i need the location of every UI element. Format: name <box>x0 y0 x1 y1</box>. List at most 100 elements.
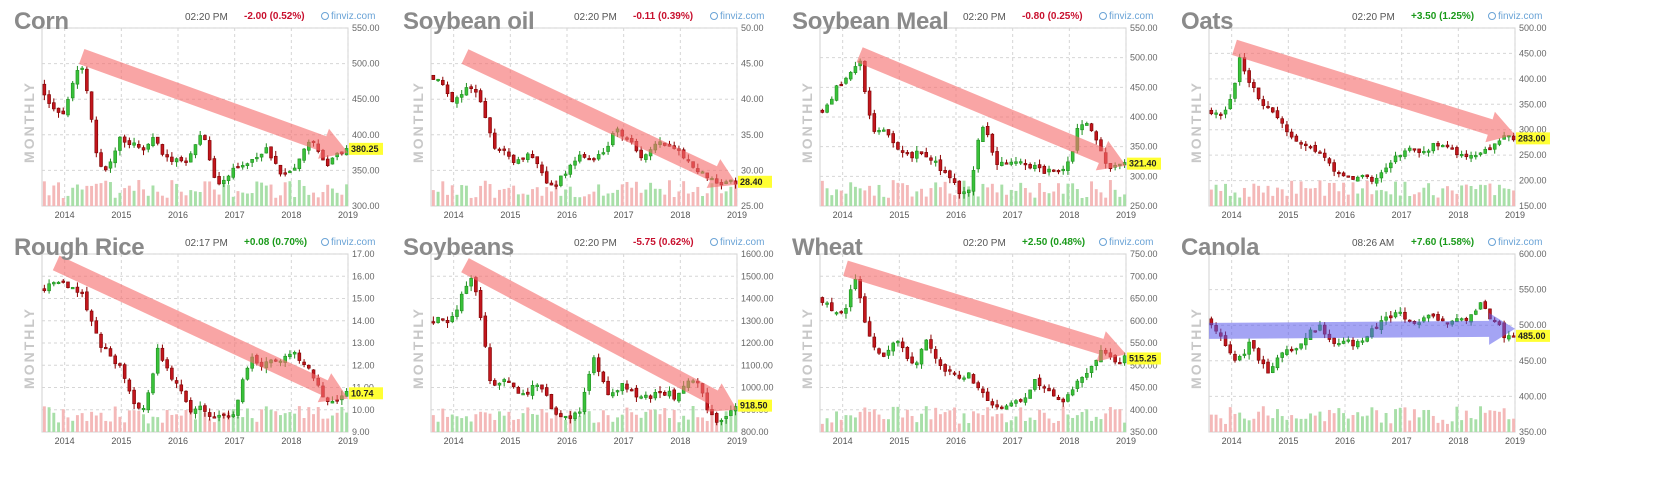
volume-bar <box>165 409 169 432</box>
period-label-text: MONTHLY <box>1188 307 1204 389</box>
candle <box>1474 155 1478 158</box>
volume-bar <box>1057 183 1060 206</box>
candle <box>52 102 56 110</box>
volume-bar <box>606 193 610 206</box>
last-price-label: 321.40 <box>1129 159 1157 169</box>
volume-bar <box>288 181 292 206</box>
volume-bar <box>1313 187 1317 206</box>
volume-bar <box>1375 410 1379 432</box>
x-tick-label: 2019 <box>338 210 358 220</box>
price-change: -2.00 (0.52%) <box>244 11 305 22</box>
candle <box>52 282 56 285</box>
volume-bar <box>1014 190 1018 206</box>
candles <box>820 58 1127 199</box>
y-tick-label: 350.00 <box>1519 427 1547 437</box>
candle <box>962 191 966 195</box>
volume-bar <box>1028 192 1032 206</box>
volume-bar <box>1228 407 1232 432</box>
candle <box>601 371 606 383</box>
source-link[interactable]: finviz.com <box>1488 11 1542 22</box>
candle <box>436 78 440 82</box>
candle <box>1440 318 1445 322</box>
volume-bar <box>217 194 221 206</box>
candle <box>549 394 554 410</box>
candle <box>203 135 207 140</box>
candle <box>1332 337 1336 344</box>
y-tick-label: 600.00 <box>1519 249 1547 259</box>
volume-bar <box>868 185 872 206</box>
candle <box>943 170 947 173</box>
x-tick-label: 2014 <box>1222 210 1242 220</box>
candle <box>848 72 853 80</box>
y-tick-label: 9.00 <box>352 427 370 437</box>
volume-bar <box>653 409 657 432</box>
candle <box>483 101 488 118</box>
volume-bar <box>1266 185 1270 206</box>
volume-bar <box>1450 190 1454 206</box>
candle <box>985 391 990 401</box>
candle <box>113 150 117 164</box>
volume-bar <box>264 406 268 432</box>
candle <box>919 151 924 155</box>
candle <box>1247 341 1251 355</box>
candle <box>42 83 47 96</box>
volume-bar <box>863 407 867 432</box>
volume-bar <box>1460 185 1464 206</box>
volume-bar <box>1384 191 1388 206</box>
candle <box>639 396 643 399</box>
candle <box>488 347 492 382</box>
volume-bar <box>1332 413 1336 432</box>
candle <box>867 321 872 337</box>
candle <box>634 388 639 398</box>
volume-bar <box>863 190 867 206</box>
volume-bar <box>460 418 464 432</box>
candle <box>629 389 634 392</box>
chart-soybeans: 800.00900.001000.001100.001200.001300.00… <box>430 249 774 446</box>
volume-bar <box>85 420 89 432</box>
candle <box>1299 142 1303 145</box>
volume-bar <box>1090 420 1093 432</box>
chart-panel-soybean-meal: 250.00 300.00 350.00 400.00 450.00 500.00 550.… <box>778 0 1166 226</box>
volume-bar <box>1238 197 1242 206</box>
volume-bar <box>1299 181 1303 206</box>
volume-bar <box>431 190 435 206</box>
volume-bar <box>1099 419 1103 432</box>
volume-bar <box>127 185 131 206</box>
volume-bar <box>976 413 980 432</box>
source-link[interactable]: finviz.com <box>321 237 375 248</box>
volume-bar <box>1276 409 1279 432</box>
candle <box>1261 359 1266 365</box>
candle <box>1018 399 1023 402</box>
volume-bar <box>825 418 829 432</box>
x-tick-label: 2018 <box>670 210 690 220</box>
volume-bar <box>52 412 56 432</box>
source-link[interactable]: finviz.com <box>1488 237 1542 248</box>
source-link[interactable]: finviz.com <box>710 11 764 22</box>
candle <box>99 333 103 348</box>
volume-bar <box>915 422 919 432</box>
volume-bar <box>1104 197 1108 206</box>
candle <box>1450 147 1454 150</box>
candle <box>1270 107 1275 113</box>
x-tick-label: 2018 <box>1059 210 1079 220</box>
x-tick-label: 2015 <box>1278 436 1298 446</box>
volume-bar <box>1450 421 1454 432</box>
source-link[interactable]: finviz.com <box>321 11 375 22</box>
candle <box>269 146 273 159</box>
volume-bar <box>644 189 648 206</box>
volume-bar <box>1019 407 1023 432</box>
source-link[interactable]: finviz.com <box>710 237 764 248</box>
volume-bar <box>653 188 657 206</box>
source-link[interactable]: finviz.com <box>1099 11 1153 22</box>
candle <box>325 158 330 166</box>
volume-bar <box>630 187 634 206</box>
candle <box>1384 316 1388 321</box>
volume-bar <box>929 419 933 432</box>
candle <box>877 130 881 133</box>
volume-bar <box>264 185 268 206</box>
volume-bar <box>1113 409 1117 432</box>
volume-bar <box>431 415 435 432</box>
source-link[interactable]: finviz.com <box>1099 237 1153 248</box>
candle <box>667 390 672 397</box>
candle <box>455 97 459 104</box>
